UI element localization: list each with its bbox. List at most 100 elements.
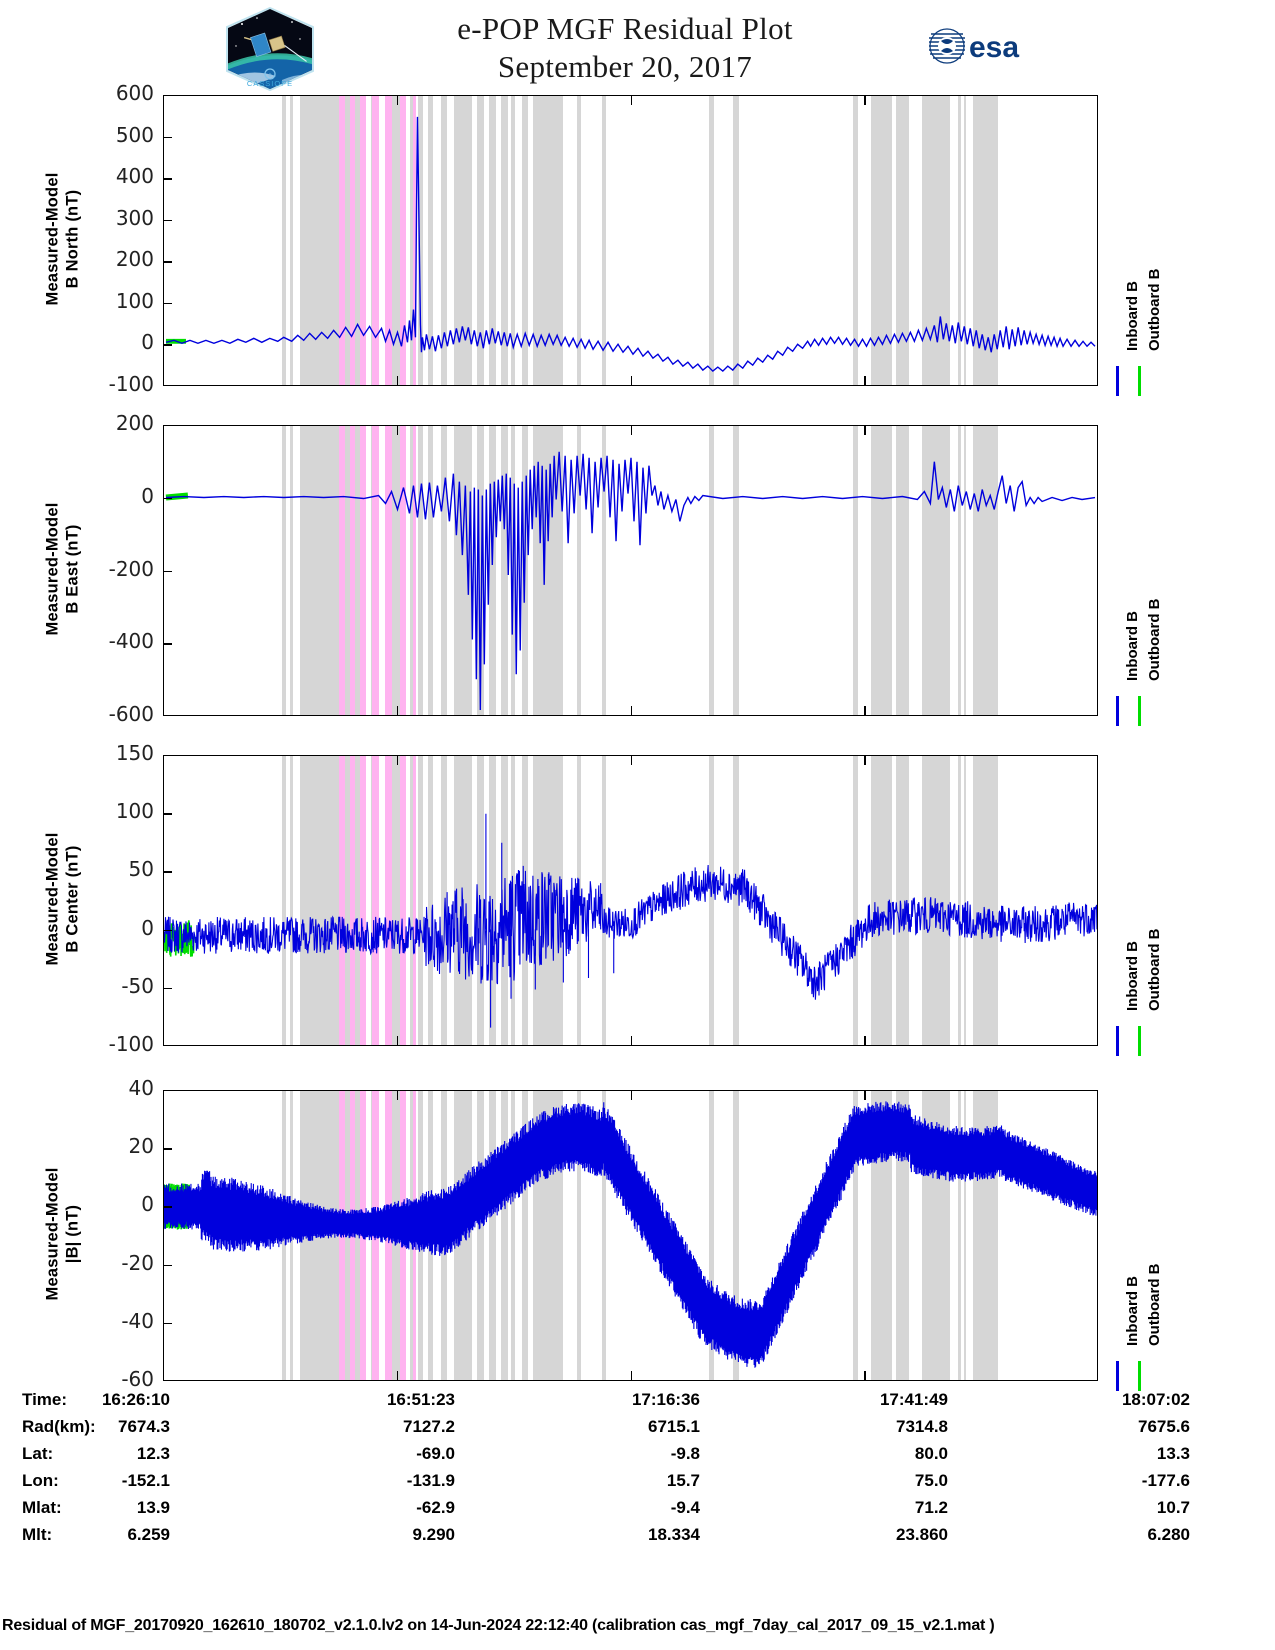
shaded-band-gray [428, 756, 433, 1045]
ephemeris-row: Time: 16:26:10 16:51:23 17:16:36 17:41:49 18:… [0, 1390, 1275, 1417]
ephemeris-value: 10.7 [1156, 1498, 1190, 1517]
x-tick-mark [396, 1036, 399, 1046]
y-tick-label: 100 [115, 288, 154, 313]
shaded-band-pink [413, 756, 416, 1045]
shaded-band-gray [500, 1091, 509, 1380]
x-tick-mark [630, 376, 632, 386]
legend-label: Outboard B [1146, 1263, 1163, 1347]
x-tick-mark [864, 1036, 866, 1046]
ephemeris-row-label: Lon: [22, 1471, 59, 1490]
shaded-band-gray [428, 96, 433, 385]
y-tick-mark [163, 929, 172, 932]
legend-color-swatch [1138, 366, 1141, 396]
legend-color-swatch [1116, 1026, 1119, 1056]
shaded-band-gray [733, 426, 739, 715]
legend-color-swatch [1138, 696, 1141, 726]
footnote-text: Residual of MGF_20170920_162610_180702_v… [2, 1617, 995, 1634]
shaded-band-gray [853, 1091, 859, 1380]
ephemeris-value: -152.1 [121, 1471, 170, 1490]
ephemeris-value: -62.9 [416, 1498, 455, 1517]
y-tick-label: -20 [121, 1250, 154, 1275]
shaded-band-pink [339, 1091, 345, 1380]
ephemeris-value: -131.9 [406, 1471, 455, 1490]
shaded-band-gray [871, 756, 892, 1045]
ephemeris-value: 6.280 [1147, 1525, 1190, 1544]
ephemeris-value: 7314.8 [896, 1417, 948, 1436]
y-axis-label: Measured-Model B North (nT) [42, 93, 82, 384]
plot-area-b-north [164, 96, 1097, 385]
ephemeris-value: 17:16:36 [631, 1390, 700, 1409]
x-tick-mark [630, 706, 632, 716]
ephemeris-value: 16:51:23 [386, 1390, 455, 1409]
y-axis-label: Measured-Model B East (nT) [42, 423, 82, 714]
x-tick-mark-top [630, 95, 632, 105]
x-tick-mark [864, 706, 866, 716]
shaded-band-gray [488, 96, 497, 385]
y-tick-mark [163, 1148, 172, 1150]
x-tick-mark [864, 1371, 866, 1381]
legend-color-swatch [1116, 696, 1119, 726]
esa-logo: esa [925, 22, 1045, 70]
shaded-band-gray [476, 96, 484, 385]
ephemeris-value: 80.0 [914, 1444, 948, 1463]
shaded-band-gray [896, 426, 909, 715]
y-tick-label: 0 [141, 1192, 154, 1217]
shaded-band-gray [957, 756, 961, 1045]
shaded-band-gray [896, 1091, 909, 1380]
y-tick-label: -200 [108, 556, 154, 581]
ephemeris-row-label: Mlt: [22, 1525, 53, 1544]
ephemeris-row: Lat: 12.3 -69.0 -9.8 80.0 13.3 [0, 1444, 1275, 1471]
shaded-band-gray [853, 426, 859, 715]
legend-label: Inboard B [1124, 281, 1141, 351]
svg-text:e: e [268, 73, 272, 79]
y-tick-label: 150 [115, 741, 154, 765]
trace-inboard-b [165, 116, 1096, 373]
shaded-band-pink [400, 96, 407, 385]
shaded-band-gray [428, 426, 433, 715]
ephemeris-value: -69.0 [416, 1444, 455, 1463]
ephemeris-value: 23.860 [896, 1525, 948, 1544]
shaded-band-gray [440, 756, 448, 1045]
ephemeris-row-label: Lat: [22, 1444, 54, 1463]
x-tick-mark-top [630, 425, 632, 435]
shaded-band-gray [963, 96, 967, 385]
x-tick-mark-top [630, 1090, 632, 1100]
ephemeris-value: 6715.1 [648, 1417, 700, 1436]
y-tick-mark [163, 1206, 172, 1208]
shaded-band-gray [282, 96, 286, 385]
y-tick-label: -400 [108, 629, 154, 654]
shaded-band-gray [289, 96, 294, 385]
shaded-band-gray [417, 426, 424, 715]
shaded-band-pink [359, 756, 366, 1045]
ephemeris-value: 18.334 [648, 1525, 700, 1544]
shaded-band-gray [871, 96, 892, 385]
legend-color-swatch [1138, 1361, 1141, 1391]
shaded-band-gray [410, 756, 415, 1045]
legend-label: Inboard B [1124, 1276, 1141, 1346]
plot-area-b-center [164, 756, 1097, 1045]
y-tick-label: -50 [121, 973, 154, 998]
shaded-band-gray [440, 96, 448, 385]
y-tick-label: 0 [141, 330, 154, 355]
esa-logo-text: esa [969, 31, 1019, 64]
chart-panel-b-center [163, 755, 1098, 1046]
legend-label: Outboard B [1146, 598, 1163, 682]
y-tick-label: 200 [115, 247, 154, 272]
y-tick-mark [163, 570, 172, 572]
y-tick-label: 400 [115, 164, 154, 189]
trace-b-magnitude [164, 1101, 1097, 1368]
shaded-band-gray [476, 426, 484, 715]
shaded-band-gray [488, 426, 497, 715]
y-axis-label-line2: B Center (nT) [63, 844, 81, 953]
legend-color-swatch [1116, 366, 1119, 396]
plot-title-block: e-POP MGF Residual Plot September 20, 20… [330, 10, 920, 86]
x-tick-mark [396, 1371, 399, 1381]
y-tick-mark [163, 261, 172, 263]
y-tick-mark [163, 219, 172, 222]
shaded-band-gray [390, 756, 403, 1045]
plot-area-b-east [164, 426, 1097, 715]
legend: Inboard B Outboard B [1110, 485, 1170, 726]
legend-label: Inboard B [1124, 611, 1141, 681]
y-axis-label-line1: Measured-Model [43, 1167, 61, 1300]
shaded-band-pink [413, 96, 416, 385]
